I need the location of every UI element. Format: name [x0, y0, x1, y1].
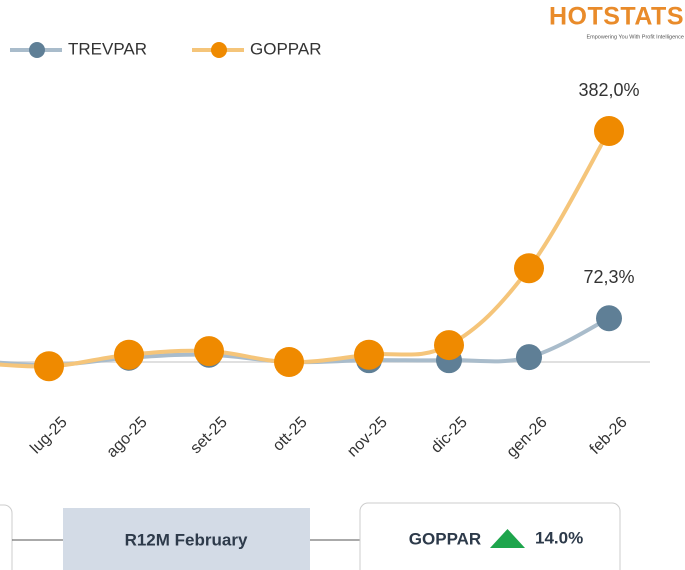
series-line [0, 129, 611, 369]
legend-label: TREVPAR [68, 39, 147, 58]
data-point [194, 336, 224, 367]
data-point [34, 351, 64, 382]
data-point [594, 116, 624, 146]
logo: HOTSTATS [549, 3, 684, 31]
x-tick-label: ott-25 [270, 414, 311, 455]
box-left [0, 504, 13, 570]
legend-marker [211, 42, 227, 58]
legend-label: GOPPAR [250, 39, 321, 58]
x-tick-label: feb-26 [587, 414, 631, 458]
data-point [114, 339, 144, 370]
x-tick-label: dic-25 [428, 414, 471, 457]
data-point [596, 305, 622, 332]
data-label: 72,3% [583, 267, 634, 287]
data-label: 382,0% [578, 80, 639, 100]
data-point [516, 344, 542, 371]
x-tick-label: set-25 [187, 414, 231, 458]
kpi-change: 14.0% [535, 528, 583, 547]
kpi-name: GOPPAR [409, 529, 481, 548]
data-point [354, 339, 384, 370]
x-tick-label: gen-26 [504, 414, 551, 461]
kpi-box [359, 502, 621, 570]
series-layer [0, 116, 624, 382]
up-arrow [490, 529, 525, 548]
legend-marker [29, 42, 45, 58]
data-point [514, 253, 544, 284]
x-tick-label: ago-25 [104, 414, 151, 461]
period-box [63, 508, 310, 570]
x-tick-label: lug-25 [27, 414, 71, 458]
x-tick-label: nov-25 [344, 414, 391, 461]
data-point [274, 347, 304, 377]
logo-tagline: Empowering You With Profit Intelligence [586, 34, 684, 40]
period-label: R12M February [125, 530, 248, 549]
data-point [434, 330, 464, 361]
